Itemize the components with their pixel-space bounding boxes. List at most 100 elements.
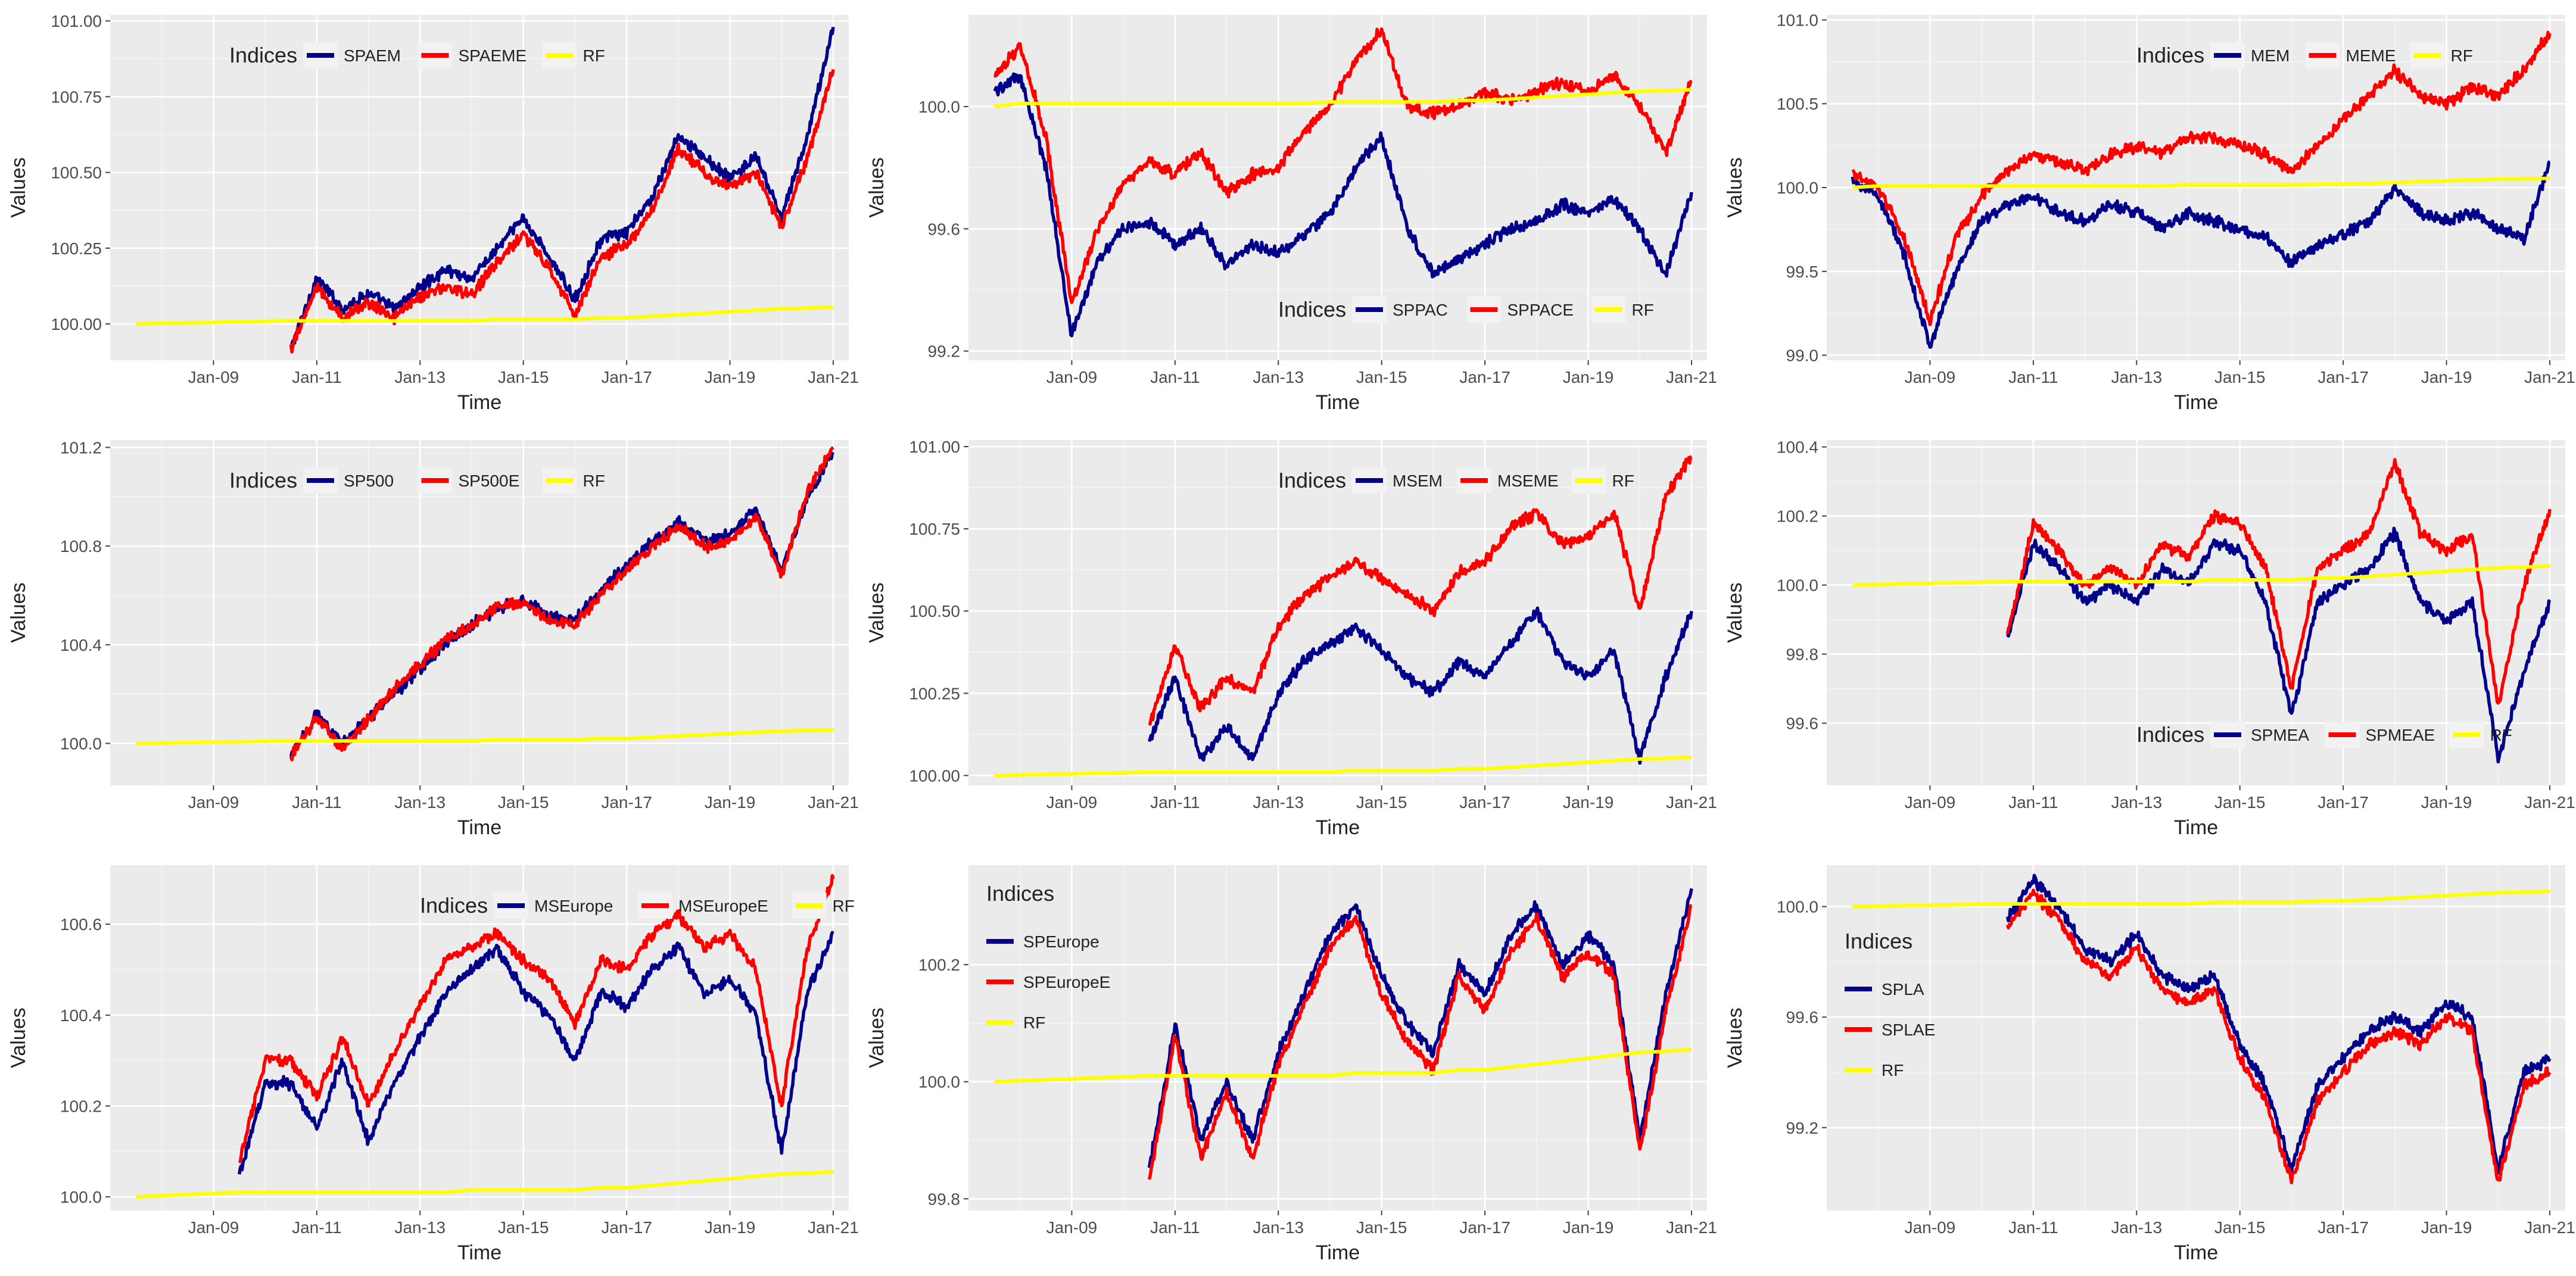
x-tick-label: Jan-11: [2008, 793, 2058, 812]
legend-title: Indices: [986, 881, 1054, 906]
x-axis-title: Time: [2174, 1241, 2218, 1264]
series-line-mseurope: [238, 931, 834, 1175]
chart-panel-8: Jan-09 Jan-11 Jan-13 Jan-15 Jan-17 Jan-19 Jan-…: [858, 850, 1717, 1275]
y-tick-label: 100.0: [1777, 898, 1818, 916]
series-line-spmea: [2005, 526, 2552, 764]
x-tick-label: Jan-15: [1356, 793, 1407, 812]
x-tick-label: Jan-19: [1563, 368, 1614, 386]
y-tick-label: 100.0: [1777, 179, 1818, 197]
legend-label-rf: RF: [583, 46, 605, 65]
legend-label-rf: RF: [2490, 726, 2512, 744]
x-tick-label: Jan-09: [1046, 368, 1098, 386]
x-tick-label: Jan-09: [188, 1218, 239, 1237]
x-tick-label: Jan-17: [1459, 1218, 1510, 1237]
chart-svg-3: Jan-09 Jan-11 Jan-13 Jan-15 Jan-17 Jan-19 Jan-…: [1724, 11, 2575, 414]
x-tick-label: Jan-19: [1563, 1218, 1614, 1237]
legend-label-rf: RF: [1632, 301, 1654, 319]
series-line-mseme: [1148, 455, 1693, 726]
x-tick-label: Jan-17: [2318, 793, 2369, 812]
series-line-meme: [1851, 30, 2552, 326]
x-axis-title: Time: [1316, 816, 1360, 839]
series-line-mem: [1851, 160, 2551, 349]
chart-svg-4: Jan-09 Jan-11 Jan-13 Jan-15 Jan-17 Jan-19 Jan-…: [7, 438, 858, 839]
series-line-speurope: [1147, 888, 1693, 1168]
chart-panel-5: Jan-09 Jan-11 Jan-13 Jan-15 Jan-17 Jan-19 Jan-…: [858, 425, 1717, 850]
series-line-rf: [994, 756, 1693, 778]
x-tick-label: Jan-19: [705, 1218, 756, 1237]
series-line-spmeae: [2005, 458, 2552, 705]
x-tick-label: Jan-09: [1905, 793, 1956, 812]
x-axis-title: Time: [457, 816, 502, 839]
x-tick-label: Jan-11: [2008, 368, 2058, 386]
x-tick-label: Jan-21: [808, 1218, 858, 1237]
y-tick-label: 99.8: [1786, 645, 1819, 664]
x-tick-label: Jan-19: [2421, 368, 2472, 386]
series-line-rf: [994, 1047, 1693, 1084]
y-tick-label: 100.0: [1777, 576, 1818, 595]
y-tick-label: 99.6: [928, 220, 961, 238]
chart-svg-8: Jan-09 Jan-11 Jan-13 Jan-15 Jan-17 Jan-19 Jan-…: [865, 865, 1717, 1264]
y-tick-label: 101.0: [1777, 11, 1818, 29]
x-tick-label: Jan-09: [1046, 1218, 1098, 1237]
series-line-spla: [2005, 873, 2552, 1175]
legend-label-sppac: SPPAC: [1393, 301, 1448, 319]
x-tick-label: Jan-11: [1150, 368, 1200, 386]
legend-title: Indices: [1845, 929, 1912, 953]
series-line-sppace: [993, 27, 1693, 304]
legend-title: Indices: [229, 43, 297, 67]
y-axis-title: Values: [7, 157, 30, 217]
y-tick-label: 100.0: [918, 1073, 960, 1091]
x-tick-label: Jan-15: [498, 793, 549, 812]
legend-label-mseuropee: MSEuropeE: [678, 897, 768, 915]
x-tick-label: Jan-09: [188, 368, 239, 386]
y-tick-label: 99.0: [1786, 347, 1819, 365]
series-line-spaeme: [289, 69, 835, 354]
x-axis-title: Time: [457, 391, 502, 414]
legend-label-rf: RF: [1023, 1013, 1045, 1032]
x-tick-label: Jan-19: [705, 793, 756, 812]
y-tick-label: 100.00: [51, 315, 102, 333]
chart-panel-9: Jan-09 Jan-11 Jan-13 Jan-15 Jan-17 Jan-19 Jan-…: [1717, 850, 2575, 1275]
y-tick-label: 100.00: [909, 766, 960, 785]
y-tick-label: 100.4: [60, 636, 102, 654]
series-line-speuropee: [1147, 904, 1693, 1180]
series-line-msem: [1147, 606, 1693, 765]
x-tick-label: Jan-17: [1459, 793, 1510, 812]
x-tick-label: Jan-11: [292, 368, 342, 386]
y-tick-label: 99.6: [1786, 1008, 1819, 1027]
legend-label-spaeme: SPAEME: [459, 46, 527, 65]
y-tick-label: 100.0: [60, 735, 102, 753]
chart-panel-7: Jan-09 Jan-11 Jan-13 Jan-15 Jan-17 Jan-19 Jan-…: [0, 850, 858, 1275]
x-tick-label: Jan-11: [292, 793, 342, 812]
y-tick-label: 100.2: [60, 1097, 102, 1115]
series-line-mseuropee: [238, 873, 835, 1163]
y-tick-label: 100.50: [909, 602, 960, 620]
legend-label-splae: SPLAE: [1882, 1021, 1935, 1039]
series-line-rf: [1852, 564, 2551, 587]
x-axis-title: Time: [2174, 816, 2218, 839]
x-tick-label: Jan-13: [2111, 1218, 2162, 1237]
y-tick-label: 100.50: [51, 164, 102, 182]
x-tick-label: Jan-15: [498, 368, 549, 386]
series-line-splae: [2005, 888, 2552, 1184]
plot-background: [1827, 440, 2565, 785]
series-line-rf: [1851, 176, 2551, 189]
plot-background: [110, 440, 849, 785]
x-tick-label: Jan-13: [394, 1218, 446, 1237]
x-tick-label: Jan-21: [2524, 1218, 2575, 1237]
y-axis-title: Values: [1724, 157, 1746, 217]
y-tick-label: 100.0: [60, 1188, 102, 1206]
x-tick-label: Jan-13: [394, 793, 446, 812]
x-tick-label: Jan-21: [1666, 1218, 1717, 1237]
legend-label-spaem: SPAEM: [344, 46, 401, 65]
y-tick-label: 100.8: [60, 537, 102, 556]
y-tick-label: 100.25: [51, 239, 102, 258]
legend-label-spla: SPLA: [1882, 980, 1924, 999]
x-axis-title: Time: [2174, 391, 2218, 414]
legend-label-msem: MSEM: [1393, 472, 1443, 490]
legend-label-mem: MEM: [2251, 46, 2290, 65]
legend-label-rf: RF: [583, 472, 605, 490]
chart-panel-1: Jan-09 Jan-11 Jan-13 Jan-15 Jan-17 Jan-19 Jan-…: [0, 0, 858, 425]
y-tick-label: 101.00: [909, 438, 960, 456]
x-tick-label: Jan-15: [2214, 1218, 2266, 1237]
